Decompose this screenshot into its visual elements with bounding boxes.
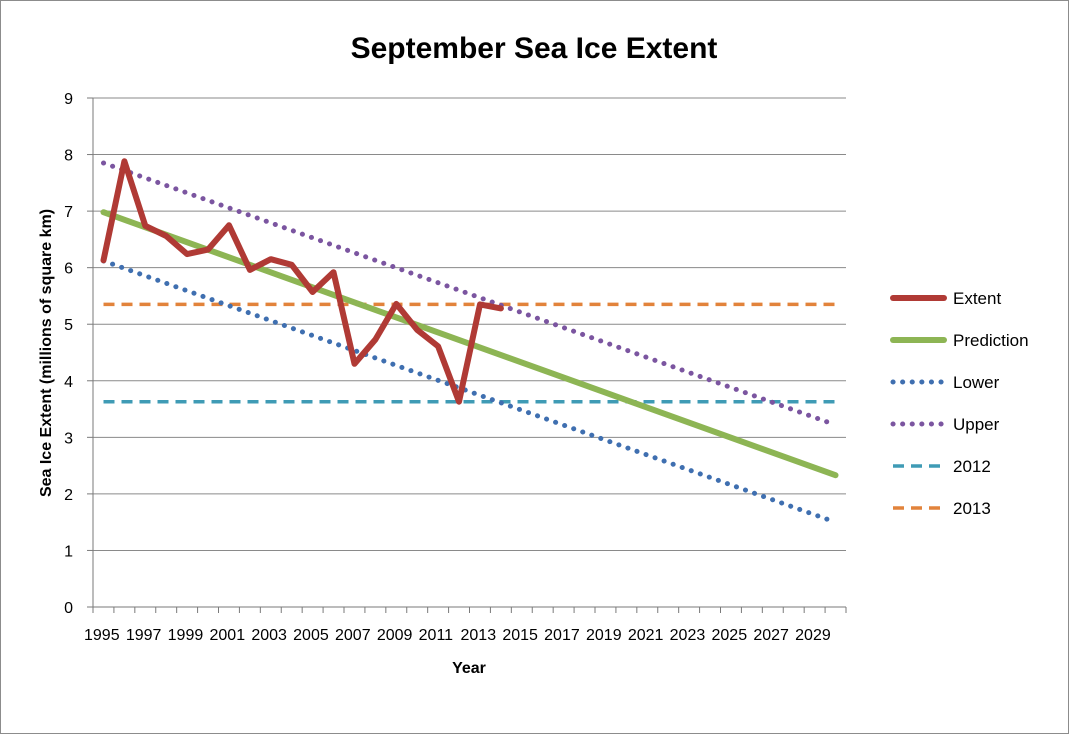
- y-tick-labels: 0 1 2 3 4 5 6 7 8 9: [64, 91, 73, 617]
- legend-label-prediction: Prediction: [953, 331, 1029, 350]
- x-tick-label: 2021: [628, 627, 664, 644]
- y-axis-title: Sea Ice Extent (millions of square km): [38, 209, 55, 497]
- y-tick-label: 8: [64, 148, 73, 165]
- x-tick-label: 2013: [461, 627, 497, 644]
- x-tick-label: 2023: [670, 627, 706, 644]
- legend-label-lower: Lower: [953, 373, 1000, 392]
- x-tick-label: 2007: [335, 627, 371, 644]
- x-tick-label: 2027: [753, 627, 789, 644]
- legend: Extent Prediction Lower Upper 2012 2013: [890, 289, 1029, 518]
- y-tick-label: 2: [64, 487, 73, 504]
- x-tick-label: 2015: [502, 627, 538, 644]
- legend-label-upper: Upper: [953, 415, 1000, 434]
- y-tick-label: 3: [64, 430, 73, 447]
- x-tick-label: 2019: [586, 627, 622, 644]
- x-tick-label: 2017: [544, 627, 580, 644]
- x-tick-label: 2003: [251, 627, 287, 644]
- y-tick-label: 6: [64, 261, 73, 278]
- legend-label-2013: 2013: [953, 499, 991, 518]
- axes: [87, 97, 847, 613]
- legend-label-2012: 2012: [953, 457, 991, 476]
- series-line-upper: [101, 160, 838, 428]
- x-tick-label: 2005: [293, 627, 329, 644]
- x-tick-label: 2009: [377, 627, 413, 644]
- series-lines: [100, 158, 839, 525]
- y-tick-label: 1: [64, 543, 73, 560]
- y-tick-label: 5: [64, 317, 73, 334]
- x-tick-label: 2011: [419, 627, 454, 644]
- legend-label-extent: Extent: [953, 289, 1001, 308]
- y-tick-label: 4: [64, 374, 73, 391]
- x-tick-labels: 1995 1997 1999 2001 2003 2005 2007 2009 2011 2013…: [84, 627, 831, 644]
- x-tick-label: 2029: [795, 627, 831, 644]
- x-tick-label: 2025: [712, 627, 748, 644]
- series-line-extent: [100, 158, 504, 405]
- gridlines: [93, 97, 846, 551]
- x-tick-label: 1995: [84, 627, 120, 644]
- x-axis-title: Year: [452, 660, 486, 677]
- chart-title: September Sea Ice Extent: [351, 32, 718, 65]
- x-tick-label: 1999: [168, 627, 204, 644]
- y-tick-label: 0: [64, 600, 73, 617]
- y-tick-label: 7: [64, 204, 73, 221]
- y-tick-label: 9: [64, 91, 73, 108]
- x-tick-label: 1997: [126, 627, 162, 644]
- series-line-lower: [101, 258, 838, 525]
- x-tick-label: 2001: [210, 627, 246, 644]
